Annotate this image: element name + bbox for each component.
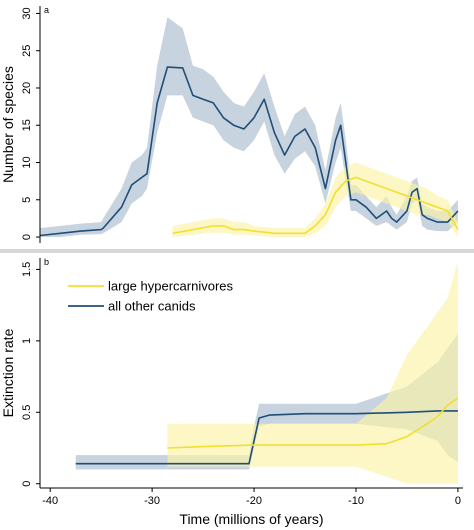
panel-letter: a <box>44 5 49 15</box>
y-tick-label: 1.5 <box>21 262 33 277</box>
y-tick-label: 1 <box>21 338 33 344</box>
y-axis-title: Number of species <box>0 66 16 183</box>
series-band-other <box>40 17 458 238</box>
y-tick-label: 20 <box>21 82 33 94</box>
panel-letter: b <box>44 257 49 267</box>
y-tick-label: 0 <box>21 234 33 240</box>
x-tick-label: -10 <box>348 495 364 507</box>
series-line-hyper <box>172 176 459 235</box>
series-band-hyper <box>172 162 458 237</box>
extinction-panel: 0 0.5 1 1.5 Extinction rate b -40 -30 -20 -10 0 Tim… <box>0 257 463 527</box>
x-axis-title: Time (millions of years) <box>179 511 323 527</box>
series-line-other <box>39 66 459 237</box>
y-tick-label: 15 <box>21 119 33 131</box>
y-tick-label: 10 <box>21 156 33 168</box>
y-tick-label: 0 <box>21 481 33 487</box>
x-tick-label: 0 <box>455 495 461 507</box>
y-tick-label: 0.5 <box>21 405 33 420</box>
species-panel: 0 5 10 15 20 25 30 Number of species a <box>0 5 459 243</box>
y-tick-label: 25 <box>21 45 33 57</box>
legend: large hypercarnivores all other canids <box>68 279 234 314</box>
y-axis-title: Extinction rate <box>0 328 16 417</box>
y-tick-label: 5 <box>21 197 33 203</box>
series-band-hyper <box>167 260 458 484</box>
series-band-other <box>75 333 458 470</box>
x-tick-label: -40 <box>42 495 58 507</box>
legend-label-other: all other canids <box>108 299 196 314</box>
y-tick-label: 30 <box>21 7 33 19</box>
x-tick-label: -30 <box>144 495 160 507</box>
series-line-other <box>75 410 458 465</box>
series-line-hyper <box>167 397 459 449</box>
legend-label-hyper: large hypercarnivores <box>108 279 234 294</box>
x-tick-label: -20 <box>246 495 262 507</box>
